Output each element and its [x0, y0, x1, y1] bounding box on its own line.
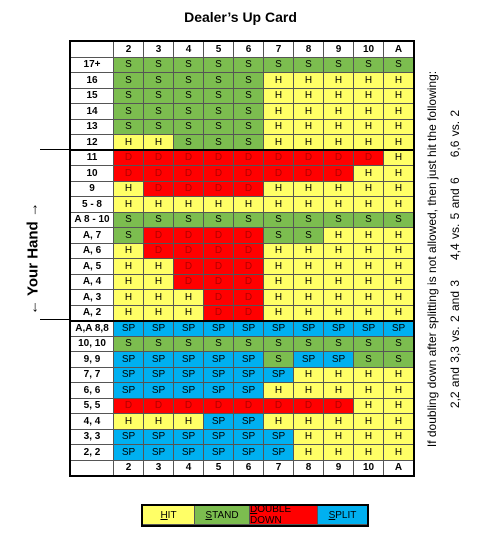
legend-label: SPLIT [328, 509, 357, 521]
note-item: 2,2 and 3,3 vs. 2 and 3 [448, 280, 462, 409]
divider [40, 149, 71, 150]
table-border [69, 40, 415, 477]
side-label: ← Your Hand → [24, 202, 42, 315]
legend-border [141, 504, 369, 527]
legend-label: DOUBLE DOWN [250, 504, 292, 526]
legend-label: STAND [205, 509, 239, 521]
note-title: If doubling down after splitting is not … [425, 70, 439, 448]
section-line [70, 149, 414, 151]
note-items: 2,2 and 3,3 vs. 2 and 3 4,4 vs. 5 and 6 6,… [448, 9, 462, 509]
divider [40, 319, 71, 320]
note-item: 6,6 vs. 2 [448, 109, 462, 158]
title: Dealer’s Up Card [184, 9, 297, 25]
section-line [70, 319, 414, 322]
note-item: 4,4 vs. 5 and 6 [448, 177, 462, 260]
legend-label: HIT [160, 509, 177, 521]
